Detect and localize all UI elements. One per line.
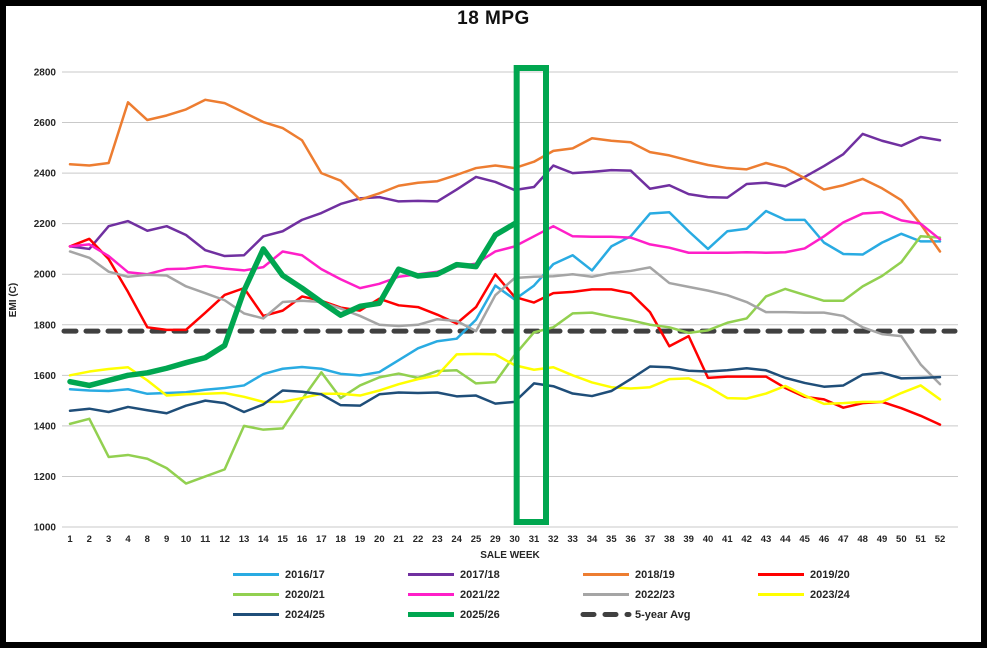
legend-label: 2022/23 — [635, 589, 675, 601]
series-2021/22 — [68, 211, 942, 290]
legend-label: 2020/21 — [285, 589, 325, 601]
y-tick-label: 2800 — [34, 68, 57, 79]
y-tick-label: 1200 — [34, 472, 57, 483]
series-2025/26 — [67, 220, 518, 389]
x-tick-label: 36 — [625, 534, 636, 545]
x-tick-label: 22 — [413, 534, 424, 545]
legend-item-2021/22: 2021/22 — [408, 589, 500, 601]
x-tick-label: 11 — [200, 534, 211, 545]
x-tick-label: 30 — [509, 534, 520, 545]
legend-item-2022/23: 2022/23 — [583, 589, 675, 601]
x-tick-label: 9 — [164, 534, 169, 545]
x-tick-label: 48 — [857, 534, 868, 545]
x-tick-label: 31 — [529, 534, 540, 545]
y-tick-label: 1600 — [34, 371, 57, 382]
x-tick-label: 12 — [219, 534, 230, 545]
x-tick-label: 18 — [335, 534, 346, 545]
legend-label: 5-year Avg — [635, 609, 690, 621]
x-tick-label: 8 — [145, 534, 150, 545]
legend-label: 2017/18 — [460, 569, 500, 581]
x-tick-label: 16 — [297, 534, 308, 545]
highlight-rectangle — [513, 65, 550, 525]
gridlines — [62, 71, 958, 528]
x-tick-label: 10 — [181, 534, 192, 545]
legend-label: 2021/22 — [460, 589, 500, 601]
legend-label: 2016/17 — [285, 569, 325, 581]
highlight-box-weeks-30-31 — [513, 65, 550, 525]
chart-title: 18 MPG — [457, 8, 530, 29]
x-tick-label: 23 — [432, 534, 443, 545]
x-tick-label: 21 — [393, 534, 404, 545]
x-tick-label: 47 — [838, 534, 849, 545]
legend-label: 2023/24 — [810, 589, 851, 601]
legend-item-2017/18: 2017/18 — [408, 569, 500, 581]
legend-item-2023/24: 2023/24 — [758, 589, 851, 601]
x-tick-label: 50 — [896, 534, 907, 545]
x-tick-label: 32 — [548, 534, 559, 545]
series-2016/17 — [68, 209, 942, 396]
legend-label: 2018/19 — [635, 569, 675, 581]
x-tick-label: 1 — [67, 534, 73, 545]
x-tick-label: 45 — [799, 534, 810, 545]
y-axis-title: EMI (C) — [8, 283, 19, 317]
x-tick-label: 4 — [125, 534, 131, 545]
legend-item-2024/25: 2024/25 — [233, 609, 325, 621]
x-tick-label: 52 — [935, 534, 946, 545]
legend-label: 2019/20 — [810, 569, 850, 581]
y-tick-label: 1400 — [34, 421, 57, 432]
series-2024/25 — [68, 365, 942, 415]
y-tick-label: 2000 — [34, 270, 57, 281]
y-tick-label: 2200 — [34, 219, 57, 230]
legend-label: 2025/26 — [460, 609, 500, 621]
data-series — [61, 98, 958, 485]
x-tick-label: 51 — [915, 534, 926, 545]
x-tick-label: 42 — [741, 534, 752, 545]
legend-item-2025/26: 2025/26 — [408, 609, 500, 621]
y-tick-label: 2600 — [34, 118, 57, 129]
x-tick-label: 35 — [606, 534, 617, 545]
x-tick-label: 25 — [471, 534, 482, 545]
x-tick-label: 33 — [567, 534, 578, 545]
x-tick-label: 20 — [374, 534, 385, 545]
x-tick-label: 24 — [451, 534, 462, 545]
x-tick-label: 15 — [277, 534, 288, 545]
x-tick-label: 38 — [664, 534, 675, 545]
x-tick-label: 29 — [490, 534, 501, 545]
series-2018/19 — [68, 98, 942, 253]
series-2017/18 — [68, 132, 942, 258]
x-tick-label: 34 — [587, 534, 598, 545]
x-tick-label: 46 — [819, 534, 830, 545]
x-tick-label: 17 — [316, 534, 327, 545]
x-axis-title: SALE WEEK — [480, 550, 540, 561]
x-tick-label: 2 — [87, 534, 92, 545]
legend-item-5-year Avg: 5-year Avg — [580, 609, 690, 621]
series-2023/24 — [68, 352, 942, 406]
y-tick-label: 2400 — [34, 169, 57, 180]
y-tick-label: 1000 — [34, 523, 57, 534]
x-tick-label: 13 — [239, 534, 250, 545]
x-tick-label: 3 — [106, 534, 111, 545]
x-tick-label: 41 — [722, 534, 733, 545]
x-tick-label: 49 — [877, 534, 888, 545]
legend-item-2016/17: 2016/17 — [233, 569, 325, 581]
x-tick-label: 37 — [645, 534, 656, 545]
x-tick-label: 40 — [703, 534, 714, 545]
x-tick-label: 39 — [683, 534, 694, 545]
x-tick-label: 44 — [780, 534, 791, 545]
legend-item-2018/19: 2018/19 — [583, 569, 675, 581]
chart-legend: 2016/17 2017/18 2018/19 2019/20 2020/21 2021/… — [233, 569, 851, 621]
x-axis-tick-labels: 1 2 3 4 8 9 10 11 12 13 14 15 16 17 18 19 20 21 22 23 24 25 29… — [67, 534, 945, 545]
legend-label: 2024/25 — [285, 609, 325, 621]
series-2022/23 — [68, 250, 942, 386]
series-2020/21 — [68, 235, 942, 485]
x-tick-label: 19 — [355, 534, 366, 545]
legend-item-2020/21: 2020/21 — [233, 589, 325, 601]
x-tick-label: 14 — [258, 534, 269, 545]
legend-item-2019/20: 2019/20 — [758, 569, 850, 581]
x-tick-label: 43 — [761, 534, 772, 545]
y-tick-label: 1800 — [34, 320, 57, 331]
y-axis-tick-labels: 1000 1200 1400 1600 1800 2000 2200 2400 2600 2800 — [34, 68, 57, 534]
